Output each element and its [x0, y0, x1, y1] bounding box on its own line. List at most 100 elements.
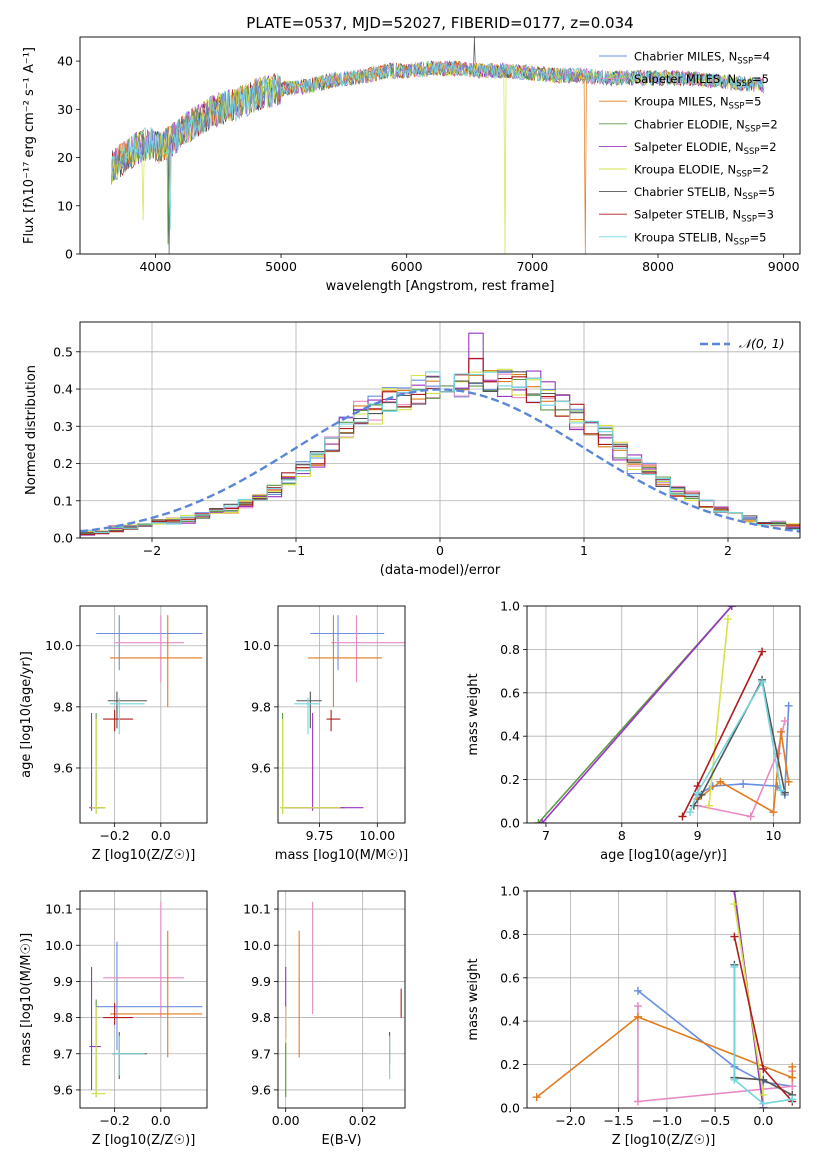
data-point	[633, 1002, 642, 1011]
legend-subscript: SSP	[737, 57, 753, 67]
y-tick-label: 0.4	[500, 729, 520, 744]
x-tick-label: 0.0	[151, 828, 171, 843]
data-point	[730, 932, 739, 941]
x-tick-label: −1	[287, 543, 305, 558]
spectrum-chabrier-miles-n-ssp-	[111, 60, 765, 185]
frame-age-vs-mass	[277, 605, 406, 824]
y-tick-label: 1.0	[500, 884, 520, 899]
x-axis-label: wavelength [Angstrom, rest frame]	[326, 279, 555, 294]
data-point	[730, 962, 739, 971]
x-tick-label: 6000	[391, 259, 423, 274]
y-axis-label: Flux [fλ10⁻¹⁷ erg cm⁻² s⁻¹ A⁻¹]	[22, 47, 37, 244]
legend-label: Salpeter ELODIE, NSSP=2	[634, 140, 777, 157]
y-tick-label: 9.6	[251, 760, 271, 775]
histograms	[80, 332, 800, 538]
x-tick-label: 8000	[642, 259, 674, 274]
series-line	[693, 677, 786, 807]
x-tick-label: −1.0	[652, 1113, 682, 1128]
y-tick-label: 9.9	[251, 974, 271, 989]
data-point	[730, 900, 739, 909]
legend-subscript: SSP	[741, 215, 757, 225]
errorbars-age-vs-mass	[280, 615, 405, 814]
x-tick-label: 8	[618, 828, 626, 843]
legend-value: =2	[761, 117, 778, 131]
y-tick-label: 0.3	[53, 419, 73, 434]
data-point	[730, 891, 739, 895]
x-tick-label: −0.2	[99, 1113, 129, 1128]
data-point	[633, 1097, 642, 1106]
y-tick-label: 0.2	[53, 456, 73, 471]
y-tick-label: 9.6	[53, 760, 73, 775]
data-point	[758, 677, 767, 686]
lines-massweight-vs-Z	[532, 891, 797, 1108]
legend-value: =5	[758, 185, 775, 199]
spectrum-kroupa-miles-n-ssp-	[111, 60, 587, 254]
x-axis-label: mass [log10(M/M☉)]	[275, 848, 408, 863]
errorbars-age-vs-Z	[89, 615, 203, 814]
y-tick-label: 9.8	[53, 1010, 73, 1025]
frame-mass-vs-Z	[79, 890, 208, 1109]
data-point	[705, 801, 713, 810]
data-point	[769, 808, 778, 817]
frame-age-vs-Z	[79, 605, 208, 824]
x-tick-label: 9.75	[306, 828, 334, 843]
y-tick-label: 10.0	[45, 938, 73, 953]
axes-residuals	[76, 322, 800, 542]
y-axis-label: Normed distribution	[24, 365, 39, 495]
y-tick-label: 30	[57, 102, 73, 117]
legend-value: =2	[760, 140, 777, 154]
x-tick-label: 7000	[516, 259, 548, 274]
data-point	[686, 808, 695, 817]
data-point	[633, 1012, 642, 1021]
data-point	[723, 615, 732, 624]
data-point	[788, 1073, 797, 1082]
y-tick-label: 9.8	[251, 1010, 271, 1025]
legend-value: =2	[752, 163, 769, 177]
x-tick-label: 7	[542, 828, 550, 843]
legend-value: =5	[752, 72, 769, 86]
y-tick-label: 0.8	[500, 927, 520, 942]
y-tick-label: 10.1	[45, 902, 73, 917]
spectrum-lines	[111, 37, 765, 254]
data-point	[538, 819, 547, 823]
y-tick-label: 10.0	[243, 638, 271, 653]
x-axis-label: age [log10(age/yr)]	[600, 848, 727, 863]
x-axis-label: Z [log10(Z/Z☉)]	[92, 1133, 196, 1148]
legend-subscript: SSP	[745, 124, 761, 134]
data-point	[780, 717, 789, 726]
errorbars-mass-vs-Z	[89, 901, 203, 1098]
data-point	[759, 1075, 768, 1084]
data-point	[759, 1064, 768, 1073]
y-tick-label: 0.8	[500, 642, 520, 657]
chart-title: PLATE=0537, MJD=52027, FIBERID=0177, z=0…	[246, 14, 633, 32]
legend-value: =5	[749, 230, 766, 244]
y-tick-label: 10.0	[243, 938, 271, 953]
y-tick-label: 0.0	[500, 816, 520, 831]
y-tick-label: 0.2	[500, 772, 520, 787]
y-tick-label: 0.0	[500, 1101, 520, 1116]
y-tick-label: 9.6	[251, 1082, 271, 1097]
data-point	[746, 812, 755, 821]
frame-massweight-vs-age	[526, 605, 801, 824]
x-tick-label: −2.0	[555, 1113, 585, 1128]
legend-label: Kroupa MILES, NSSP=5	[634, 95, 761, 112]
legend-subscript: SSP	[729, 102, 745, 112]
data-point	[633, 986, 642, 995]
data-point	[534, 819, 543, 823]
y-tick-label: 0.6	[500, 970, 520, 985]
spectrum-kroupa-elodie-n-ssp-	[111, 60, 765, 254]
y-tick-label: 0.0	[53, 531, 73, 546]
legend-label: Chabrier STELIB, NSSP=5	[634, 185, 775, 202]
x-tick-label: 0.00	[272, 1113, 300, 1128]
errorbars-mass-vs-EBV	[285, 901, 402, 1098]
data-point	[777, 786, 786, 795]
legend-subscript: SSP	[744, 147, 760, 157]
series-line	[733, 967, 793, 1105]
series-line	[541, 606, 733, 823]
data-point	[759, 1090, 768, 1099]
legend-label: Kroupa ELODIE, NSSP=2	[634, 163, 769, 180]
axes-spectrum	[76, 60, 785, 258]
y-tick-label: 9.8	[53, 699, 73, 714]
data-point	[777, 727, 786, 736]
